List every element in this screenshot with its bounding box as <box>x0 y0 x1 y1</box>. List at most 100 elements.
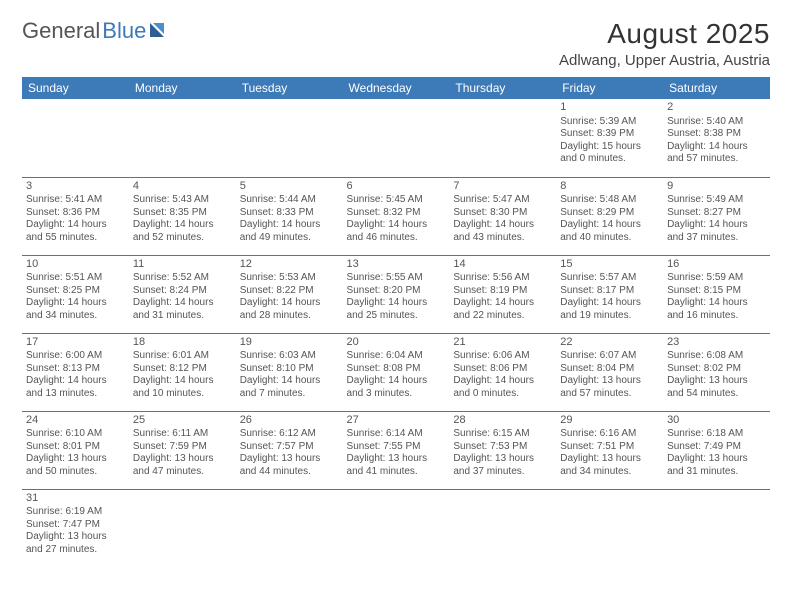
day-number: 31 <box>26 492 125 506</box>
cell-daylight1: Daylight: 13 hours <box>347 453 446 466</box>
day-number: 3 <box>26 180 125 194</box>
cell-sunset: Sunset: 8:22 PM <box>240 285 339 298</box>
cell-sunrise: Sunrise: 5:53 AM <box>240 272 339 285</box>
cell-daylight2: and 0 minutes. <box>560 153 659 166</box>
weekday-header: Monday <box>129 77 236 99</box>
calendar-cell: 23Sunrise: 6:08 AMSunset: 8:02 PMDayligh… <box>663 333 770 411</box>
cell-daylight2: and 13 minutes. <box>26 388 125 401</box>
calendar-cell: 4Sunrise: 5:43 AMSunset: 8:35 PMDaylight… <box>129 177 236 255</box>
calendar-cell: 19Sunrise: 6:03 AMSunset: 8:10 PMDayligh… <box>236 333 343 411</box>
cell-daylight2: and 31 minutes. <box>133 310 232 323</box>
calendar-cell: 12Sunrise: 5:53 AMSunset: 8:22 PMDayligh… <box>236 255 343 333</box>
cell-sunrise: Sunrise: 5:59 AM <box>667 272 766 285</box>
logo-text-2: Blue <box>102 18 146 44</box>
day-number: 27 <box>347 414 446 428</box>
day-number: 7 <box>453 180 552 194</box>
day-number: 4 <box>133 180 232 194</box>
cell-sunset: Sunset: 8:19 PM <box>453 285 552 298</box>
cell-sunrise: Sunrise: 5:55 AM <box>347 272 446 285</box>
calendar-cell: 1Sunrise: 5:39 AMSunset: 8:39 PMDaylight… <box>556 99 663 177</box>
cell-daylight1: Daylight: 15 hours <box>560 141 659 154</box>
calendar-cell <box>343 99 450 177</box>
day-number: 9 <box>667 180 766 194</box>
calendar-cell: 25Sunrise: 6:11 AMSunset: 7:59 PMDayligh… <box>129 411 236 489</box>
calendar-cell <box>129 489 236 567</box>
weekday-header: Thursday <box>449 77 556 99</box>
weekday-header: Wednesday <box>343 77 450 99</box>
weekday-header: Saturday <box>663 77 770 99</box>
cell-daylight1: Daylight: 14 hours <box>667 297 766 310</box>
calendar-cell <box>663 489 770 567</box>
calendar-cell: 24Sunrise: 6:10 AMSunset: 8:01 PMDayligh… <box>22 411 129 489</box>
day-number: 8 <box>560 180 659 194</box>
cell-daylight1: Daylight: 14 hours <box>240 375 339 388</box>
cell-daylight2: and 57 minutes. <box>667 153 766 166</box>
calendar-row: 31Sunrise: 6:19 AMSunset: 7:47 PMDayligh… <box>22 489 770 567</box>
day-number: 15 <box>560 258 659 272</box>
cell-sunrise: Sunrise: 6:07 AM <box>560 350 659 363</box>
calendar-row: 24Sunrise: 6:10 AMSunset: 8:01 PMDayligh… <box>22 411 770 489</box>
calendar-cell <box>129 99 236 177</box>
cell-daylight1: Daylight: 13 hours <box>667 375 766 388</box>
cell-daylight2: and 0 minutes. <box>453 388 552 401</box>
calendar-cell: 8Sunrise: 5:48 AMSunset: 8:29 PMDaylight… <box>556 177 663 255</box>
cell-sunset: Sunset: 8:20 PM <box>347 285 446 298</box>
calendar-cell: 11Sunrise: 5:52 AMSunset: 8:24 PMDayligh… <box>129 255 236 333</box>
day-number: 16 <box>667 258 766 272</box>
cell-daylight2: and 3 minutes. <box>347 388 446 401</box>
cell-sunrise: Sunrise: 6:15 AM <box>453 428 552 441</box>
cell-sunrise: Sunrise: 5:40 AM <box>667 116 766 129</box>
cell-sunset: Sunset: 8:17 PM <box>560 285 659 298</box>
cell-daylight1: Daylight: 14 hours <box>560 297 659 310</box>
day-number: 5 <box>240 180 339 194</box>
cell-sunrise: Sunrise: 5:57 AM <box>560 272 659 285</box>
calendar-cell: 16Sunrise: 5:59 AMSunset: 8:15 PMDayligh… <box>663 255 770 333</box>
cell-daylight1: Daylight: 14 hours <box>453 297 552 310</box>
cell-sunrise: Sunrise: 6:12 AM <box>240 428 339 441</box>
calendar-row: 3Sunrise: 5:41 AMSunset: 8:36 PMDaylight… <box>22 177 770 255</box>
cell-sunset: Sunset: 8:33 PM <box>240 207 339 220</box>
cell-daylight1: Daylight: 14 hours <box>133 219 232 232</box>
day-number: 19 <box>240 336 339 350</box>
cell-daylight1: Daylight: 14 hours <box>26 297 125 310</box>
cell-daylight2: and 27 minutes. <box>26 544 125 557</box>
cell-sunset: Sunset: 8:12 PM <box>133 363 232 376</box>
cell-sunrise: Sunrise: 6:19 AM <box>26 506 125 519</box>
cell-daylight1: Daylight: 13 hours <box>453 453 552 466</box>
calendar-cell: 20Sunrise: 6:04 AMSunset: 8:08 PMDayligh… <box>343 333 450 411</box>
calendar-cell: 2Sunrise: 5:40 AMSunset: 8:38 PMDaylight… <box>663 99 770 177</box>
calendar-cell: 15Sunrise: 5:57 AMSunset: 8:17 PMDayligh… <box>556 255 663 333</box>
cell-sunrise: Sunrise: 6:03 AM <box>240 350 339 363</box>
cell-daylight1: Daylight: 14 hours <box>347 297 446 310</box>
calendar-cell <box>449 99 556 177</box>
cell-sunset: Sunset: 8:02 PM <box>667 363 766 376</box>
cell-daylight1: Daylight: 14 hours <box>133 297 232 310</box>
cell-sunrise: Sunrise: 6:16 AM <box>560 428 659 441</box>
calendar-cell: 27Sunrise: 6:14 AMSunset: 7:55 PMDayligh… <box>343 411 450 489</box>
cell-sunrise: Sunrise: 5:44 AM <box>240 194 339 207</box>
calendar-cell: 17Sunrise: 6:00 AMSunset: 8:13 PMDayligh… <box>22 333 129 411</box>
day-number: 30 <box>667 414 766 428</box>
cell-daylight1: Daylight: 14 hours <box>347 219 446 232</box>
cell-sunset: Sunset: 8:30 PM <box>453 207 552 220</box>
cell-sunrise: Sunrise: 5:39 AM <box>560 116 659 129</box>
day-number: 18 <box>133 336 232 350</box>
cell-sunrise: Sunrise: 6:08 AM <box>667 350 766 363</box>
calendar-cell: 30Sunrise: 6:18 AMSunset: 7:49 PMDayligh… <box>663 411 770 489</box>
cell-sunset: Sunset: 7:59 PM <box>133 441 232 454</box>
cell-daylight2: and 28 minutes. <box>240 310 339 323</box>
cell-daylight2: and 43 minutes. <box>453 232 552 245</box>
day-number: 25 <box>133 414 232 428</box>
calendar-cell: 14Sunrise: 5:56 AMSunset: 8:19 PMDayligh… <box>449 255 556 333</box>
cell-daylight1: Daylight: 14 hours <box>453 375 552 388</box>
cell-daylight2: and 37 minutes. <box>453 466 552 479</box>
weekday-header: Friday <box>556 77 663 99</box>
cell-daylight2: and 34 minutes. <box>26 310 125 323</box>
cell-sunset: Sunset: 8:39 PM <box>560 128 659 141</box>
cell-daylight2: and 55 minutes. <box>26 232 125 245</box>
calendar-cell <box>343 489 450 567</box>
cell-daylight2: and 25 minutes. <box>347 310 446 323</box>
cell-daylight2: and 40 minutes. <box>560 232 659 245</box>
flag-icon <box>148 21 172 42</box>
cell-sunset: Sunset: 8:25 PM <box>26 285 125 298</box>
